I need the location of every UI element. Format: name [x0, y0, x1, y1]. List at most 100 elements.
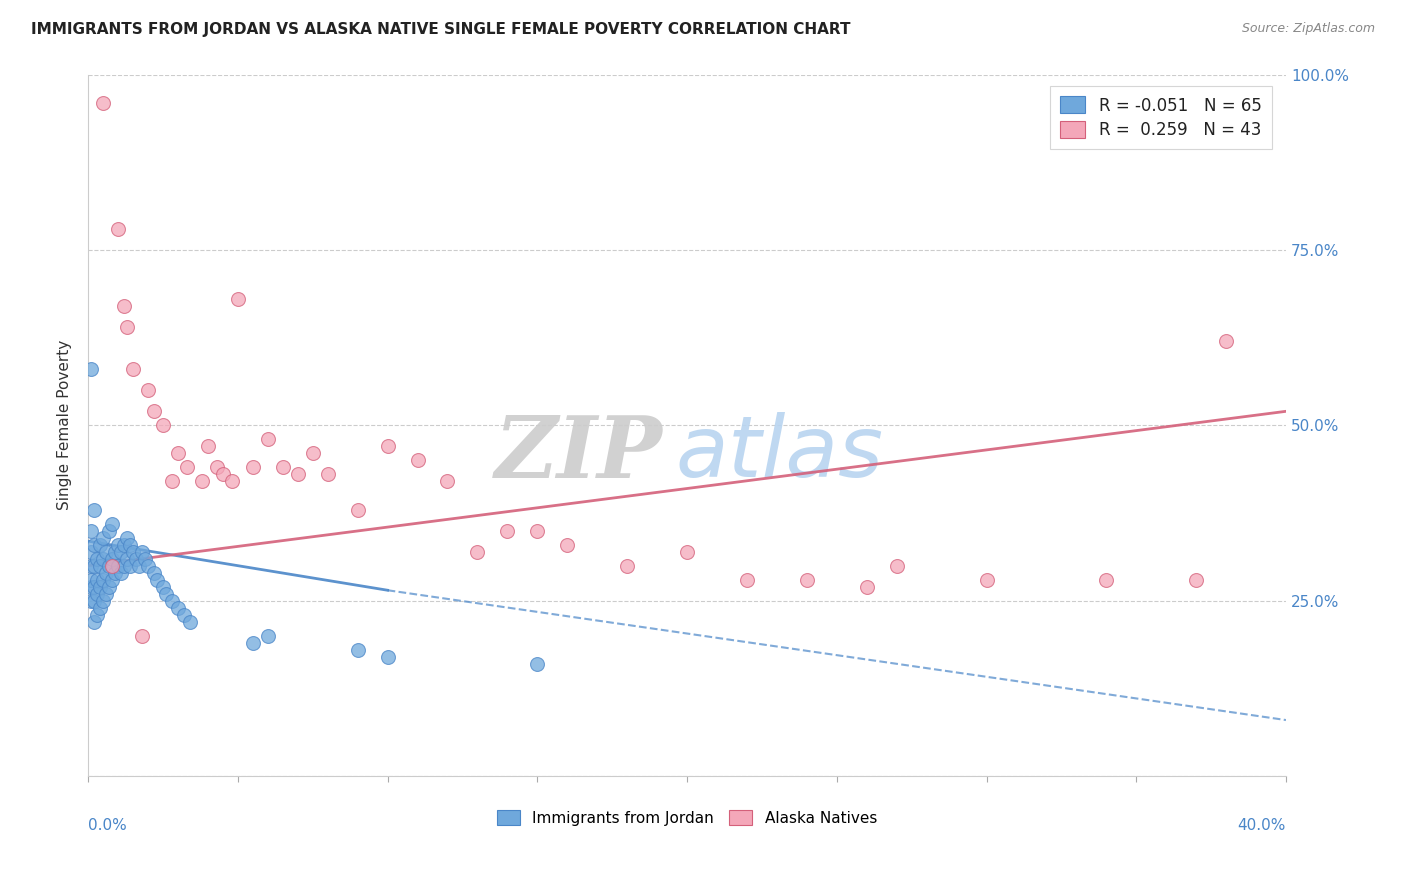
Point [152, 580, 174, 594]
Point [83, 502, 105, 516]
Point [136, 384, 159, 398]
Point [112, 299, 135, 313]
Point [120, 558, 142, 573]
Point [176, 460, 198, 475]
Point [191, 475, 214, 489]
Point [89, 558, 111, 573]
Point [104, 566, 127, 580]
Point [467, 544, 489, 558]
Point [377, 649, 399, 664]
Point [122, 362, 145, 376]
Point [377, 439, 399, 453]
Point [152, 418, 174, 433]
Point [91, 594, 114, 608]
Point [406, 453, 429, 467]
Point [167, 446, 190, 460]
Point [94, 566, 117, 580]
Point [212, 467, 235, 482]
Point [94, 544, 117, 558]
Y-axis label: Single Female Poverty: Single Female Poverty [58, 340, 72, 510]
Point [94, 587, 117, 601]
Point [1185, 573, 1208, 587]
Point [115, 320, 138, 334]
Point [855, 580, 877, 594]
Point [125, 551, 148, 566]
Point [86, 551, 108, 566]
Point [526, 657, 548, 671]
Point [160, 594, 183, 608]
Point [83, 558, 105, 573]
Point [110, 544, 132, 558]
Point [143, 566, 166, 580]
Point [143, 404, 166, 418]
Text: 40.0%: 40.0% [1237, 818, 1286, 833]
Point [80, 573, 103, 587]
Point [91, 95, 114, 110]
Point [104, 544, 127, 558]
Point [89, 580, 111, 594]
Point [676, 544, 699, 558]
Point [886, 558, 908, 573]
Point [179, 615, 201, 629]
Point [301, 446, 323, 460]
Point [89, 600, 111, 615]
Text: Source: ZipAtlas.com: Source: ZipAtlas.com [1241, 22, 1375, 36]
Point [316, 467, 339, 482]
Point [80, 362, 103, 376]
Point [160, 475, 183, 489]
Text: ZIP: ZIP [495, 412, 664, 495]
Point [110, 566, 132, 580]
Point [136, 558, 159, 573]
Point [115, 531, 138, 545]
Text: IMMIGRANTS FROM JORDAN VS ALASKA NATIVE SINGLE FEMALE POVERTY CORRELATION CHART: IMMIGRANTS FROM JORDAN VS ALASKA NATIVE … [31, 22, 851, 37]
Point [86, 587, 108, 601]
Point [131, 629, 153, 643]
Point [101, 573, 124, 587]
Point [134, 551, 156, 566]
Point [242, 636, 264, 650]
Point [101, 516, 124, 531]
Point [122, 544, 145, 558]
Point [98, 580, 121, 594]
Point [91, 531, 114, 545]
Point [91, 573, 114, 587]
Point [616, 558, 638, 573]
Point [287, 467, 309, 482]
Point [146, 573, 169, 587]
Point [226, 292, 249, 306]
Point [155, 587, 177, 601]
Point [496, 524, 519, 538]
Point [86, 607, 108, 622]
Point [1095, 573, 1118, 587]
Point [80, 544, 103, 558]
Point [128, 558, 150, 573]
Point [98, 558, 121, 573]
Point [256, 433, 278, 447]
Point [242, 460, 264, 475]
Point [796, 573, 818, 587]
Point [120, 538, 142, 552]
Point [256, 629, 278, 643]
Point [555, 538, 578, 552]
Point [98, 524, 121, 538]
Point [107, 558, 129, 573]
Point [112, 558, 135, 573]
Text: atlas: atlas [675, 412, 883, 495]
Point [271, 460, 294, 475]
Point [115, 551, 138, 566]
Point [86, 573, 108, 587]
Point [101, 551, 124, 566]
Point [80, 524, 103, 538]
Point [1215, 334, 1237, 348]
Point [83, 580, 105, 594]
Point [112, 538, 135, 552]
Point [107, 222, 129, 236]
Point [83, 615, 105, 629]
Point [346, 643, 368, 657]
Point [197, 439, 219, 453]
Point [89, 538, 111, 552]
Point [205, 460, 228, 475]
Point [735, 573, 758, 587]
Point [346, 502, 368, 516]
Point [526, 524, 548, 538]
